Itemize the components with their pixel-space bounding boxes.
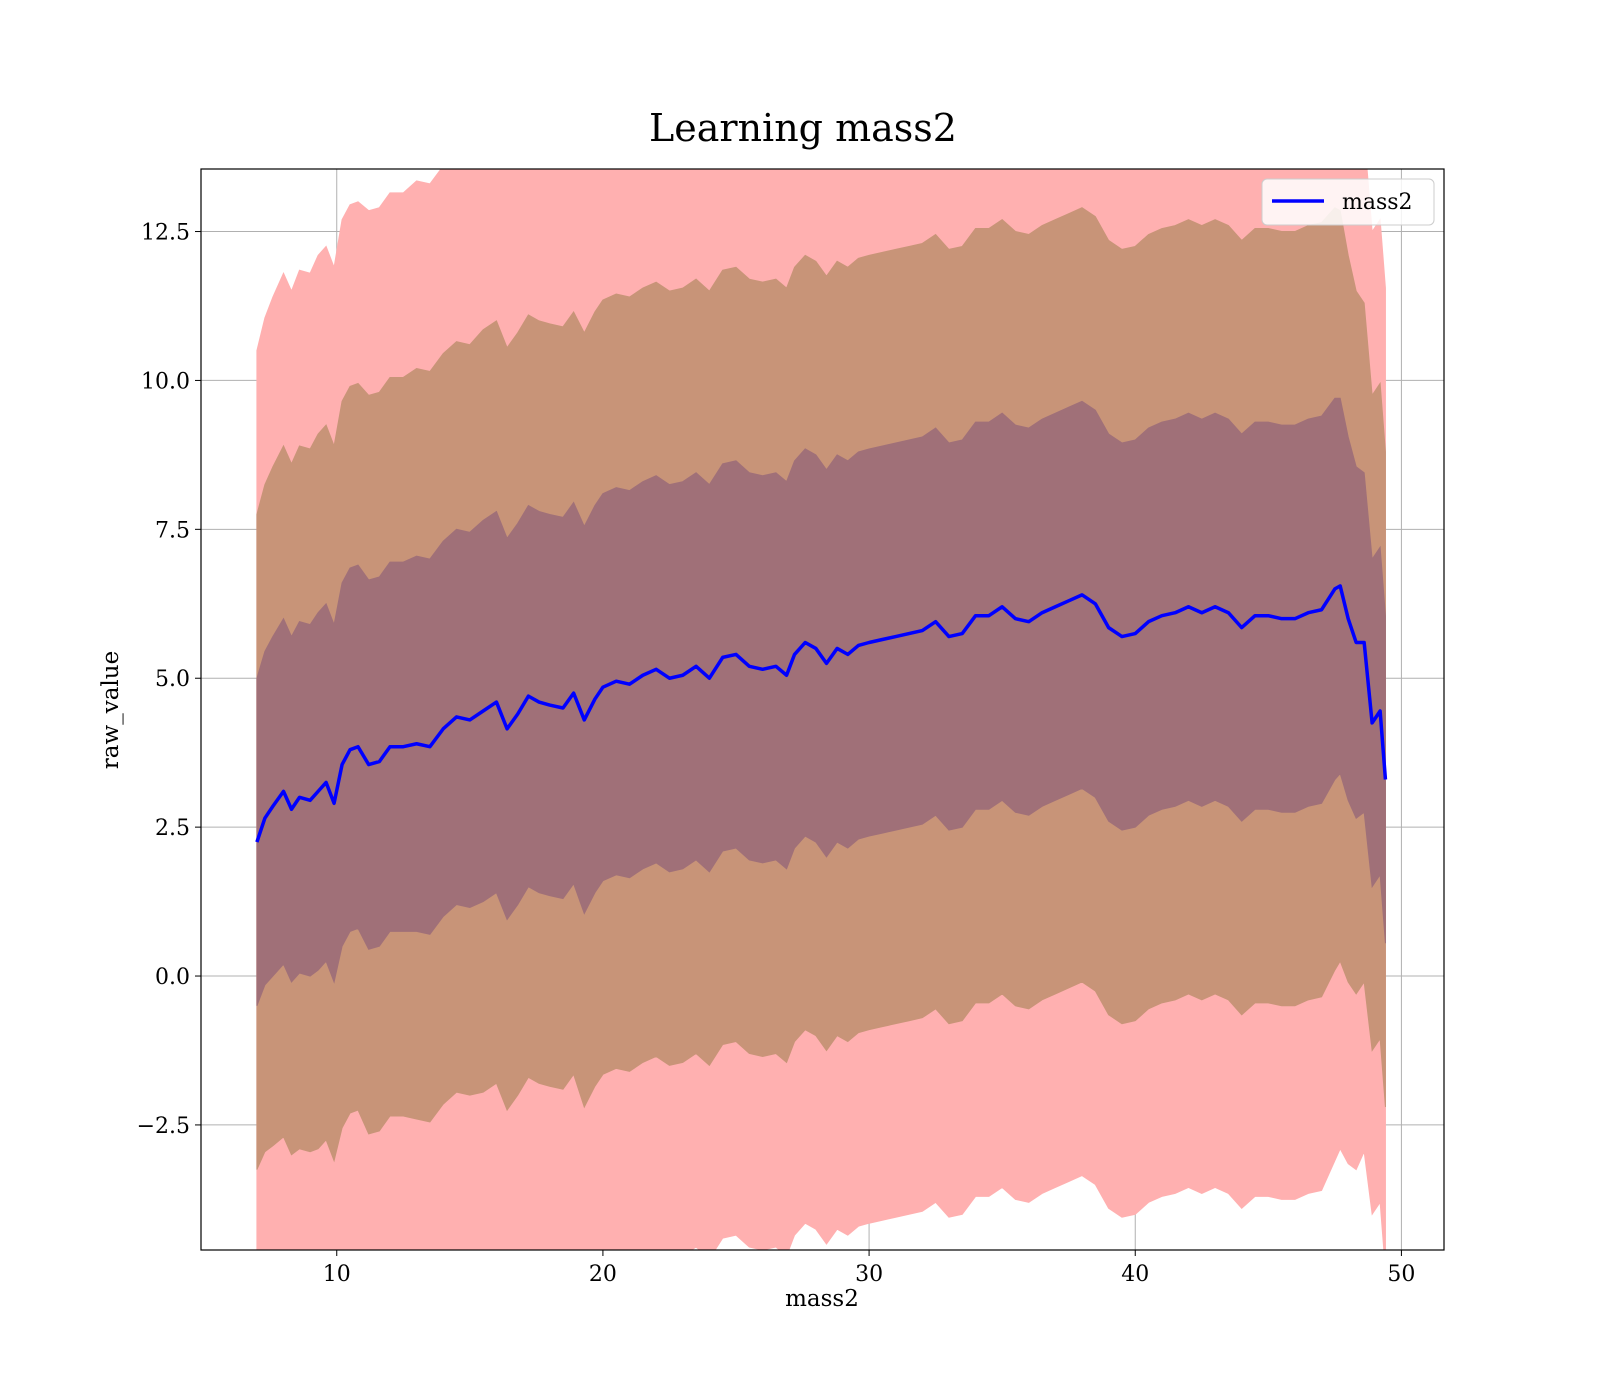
legend-box [1261, 178, 1435, 226]
x-tick-label-4: 50 [1387, 1262, 1415, 1287]
y-axis-label: raw_value [98, 651, 124, 769]
legend-label-mass2: mass2 [1342, 190, 1413, 215]
y-tick-label-6: 12.5 [141, 221, 190, 246]
y-tick-label-2: 2.5 [155, 816, 190, 841]
plot-frame [200, 168, 1445, 1251]
x-axis-ticks: 10 20 30 40 50 [323, 1250, 1415, 1287]
band-1-sigma [256, 397, 1386, 1006]
y-tick-label-3: 5.0 [155, 667, 190, 692]
legend: mass2 [1261, 178, 1435, 226]
y-axis-ticks: −2.5 0.0 2.5 5.0 7.5 10.0 12.5 [137, 221, 201, 1139]
y-tick-label-4: 7.5 [155, 518, 190, 543]
y-tick-label-5: 10.0 [141, 369, 190, 394]
x-tick-label-2: 30 [855, 1262, 883, 1287]
x-tick-label-0: 10 [323, 1262, 351, 1287]
chart-title: Learning mass2 [649, 106, 957, 150]
y-tick-label-1: 0.0 [155, 965, 190, 990]
confidence-bands [256, 169, 1386, 1250]
x-tick-label-3: 40 [1121, 1262, 1149, 1287]
x-axis-label: mass2 [785, 1286, 859, 1312]
y-tick-label-0: −2.5 [137, 1114, 190, 1139]
series-lines [255, 584, 1388, 843]
series-line-mass2 [255, 584, 1388, 843]
x-tick-label-1: 20 [589, 1262, 617, 1287]
